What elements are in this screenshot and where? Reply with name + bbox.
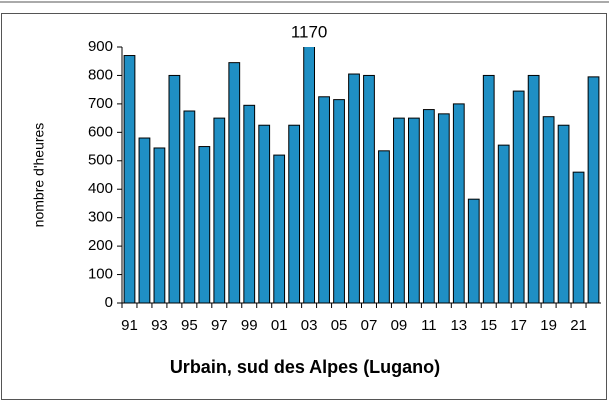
y-tick-label: 600: [88, 123, 113, 140]
y-tick-label: 400: [88, 180, 113, 197]
bar: [258, 124, 271, 303]
bar: [393, 117, 405, 303]
y-tick-label: 700: [88, 95, 113, 112]
bar: [527, 74, 540, 303]
x-tick-label: 99: [241, 317, 258, 334]
x-tick-label: 03: [301, 317, 318, 334]
value-label: 1170: [291, 22, 328, 41]
chart-title: Urbain, sud des Alpes (Lugano): [170, 357, 440, 377]
bar: [512, 90, 525, 303]
y-tick-label: 900: [88, 38, 113, 55]
bar: [213, 117, 226, 303]
x-tick-label: 13: [450, 317, 467, 334]
bar: [228, 62, 241, 303]
bar: [288, 124, 301, 303]
bar: [482, 74, 495, 303]
bar: [138, 137, 151, 303]
y-tick-label: 100: [88, 266, 113, 283]
y-tick-label: 200: [88, 237, 113, 254]
bar: [422, 109, 435, 303]
bar: [572, 171, 585, 303]
x-tick-label: 05: [331, 317, 348, 334]
bar: [168, 74, 181, 303]
x-tick-label: 19: [540, 317, 557, 334]
frame: [1, 13, 607, 400]
bar: [183, 110, 196, 303]
bar: [363, 74, 375, 303]
bar: [497, 144, 510, 303]
bar: [587, 76, 600, 303]
x-tick-label: 17: [510, 317, 527, 334]
x-tick-label: 07: [361, 317, 378, 334]
bar: [153, 147, 166, 303]
bar: [452, 103, 465, 303]
y-tick-label: 500: [88, 152, 113, 169]
bar: [557, 124, 570, 303]
bar: [303, 47, 315, 303]
bar: [318, 96, 330, 303]
x-tick-label: 97: [211, 317, 228, 334]
x-tick-label: 15: [480, 317, 497, 334]
x-tick-label: 01: [271, 317, 288, 334]
x-tick-label: 21: [570, 317, 587, 334]
y-tick-label: 800: [88, 66, 113, 83]
bar: [467, 198, 480, 303]
y-tick-label: 300: [88, 209, 113, 226]
x-tick-label: 95: [181, 317, 198, 334]
y-axis-label: nombre d'heures: [31, 123, 47, 228]
bar: [437, 113, 450, 303]
bar: [198, 146, 211, 303]
bar: [243, 104, 256, 303]
x-tick-label: 09: [391, 317, 408, 334]
bar: [542, 116, 555, 303]
bar: [273, 154, 286, 303]
bar: [378, 150, 390, 303]
x-tick-label: 11: [421, 317, 437, 334]
x-tick-label: 91: [121, 317, 138, 334]
bar: [123, 55, 136, 303]
x-tick-label: 93: [151, 317, 168, 334]
bar: [333, 99, 345, 303]
bar: [408, 117, 420, 303]
bar: [348, 73, 360, 303]
y-tick-label: 0: [105, 294, 113, 311]
